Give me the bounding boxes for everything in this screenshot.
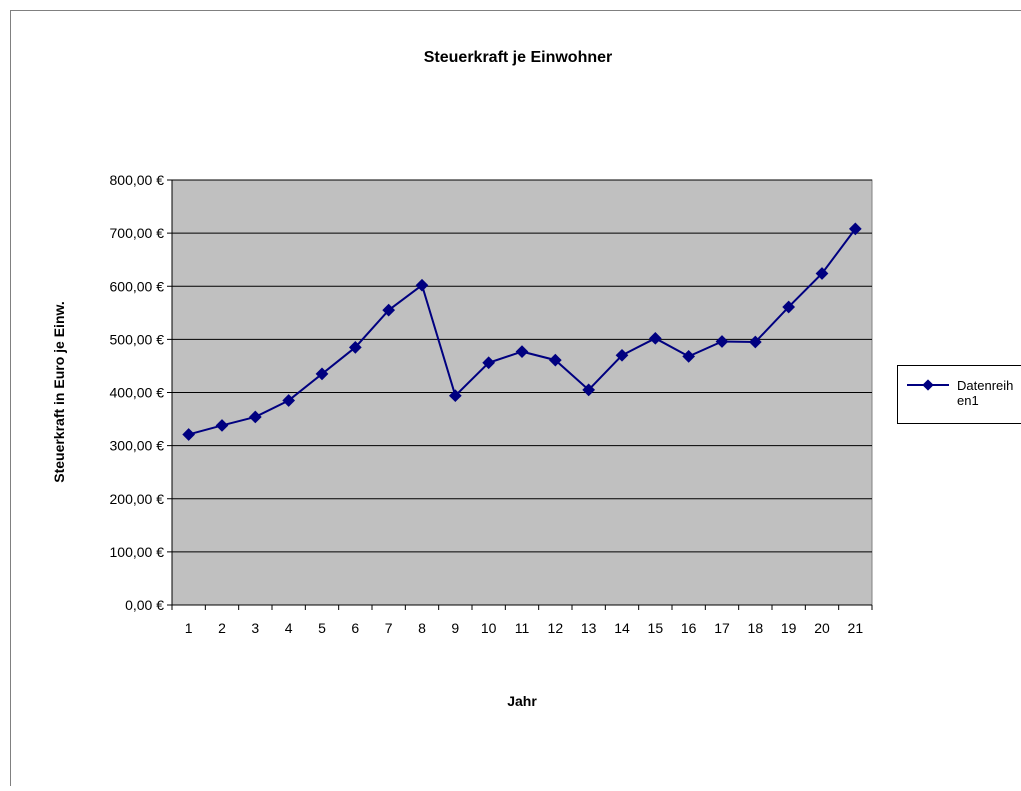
y-tick-label: 800,00 € (110, 172, 165, 188)
x-tick-label: 10 (481, 620, 497, 636)
legend: Datenreih en1 (898, 366, 1021, 424)
legend-label-line-2: en1 (957, 393, 979, 408)
y-tick-label: 100,00 € (110, 544, 165, 560)
x-tick-label: 13 (581, 620, 597, 636)
y-tick-label: 0,00 € (125, 597, 164, 613)
x-tick-label: 20 (814, 620, 830, 636)
x-tick-label: 1 (185, 620, 193, 636)
x-tick-label: 2 (218, 620, 226, 636)
y-axis-ticks: 0,00 € 100,00 € 200,00 € 300,00 € 400,00 € 50… (110, 172, 173, 613)
x-tick-label: 4 (285, 620, 293, 636)
x-tick-label: 17 (714, 620, 730, 636)
y-tick-label: 400,00 € (110, 385, 165, 401)
x-tick-label: 15 (648, 620, 664, 636)
y-tick-label: 300,00 € (110, 438, 165, 454)
x-tick-label: 21 (848, 620, 864, 636)
chart-title: Steuerkraft je Einwohner (424, 49, 613, 66)
y-tick-label: 500,00 € (110, 331, 165, 347)
x-tick-label: 18 (748, 620, 764, 636)
x-tick-label: 8 (418, 620, 426, 636)
x-tick-label: 14 (614, 620, 630, 636)
x-tick-label: 16 (681, 620, 697, 636)
x-tick-label: 12 (548, 620, 564, 636)
x-tick-label: 7 (385, 620, 393, 636)
x-tick-label: 5 (318, 620, 326, 636)
y-tick-label: 200,00 € (110, 491, 165, 507)
y-axis-label: Steuerkraft in Euro je Einw. (51, 301, 67, 483)
x-tick-label: 19 (781, 620, 797, 636)
x-tick-label: 11 (515, 620, 530, 636)
x-tick-label: 6 (351, 620, 359, 636)
x-axis-label: Jahr (507, 693, 537, 709)
legend-label-line-1: Datenreih (957, 378, 1013, 393)
x-tick-label: 9 (451, 620, 459, 636)
y-tick-label: 600,00 € (110, 278, 165, 294)
x-tick-label: 3 (251, 620, 259, 636)
y-tick-label: 700,00 € (110, 225, 165, 241)
